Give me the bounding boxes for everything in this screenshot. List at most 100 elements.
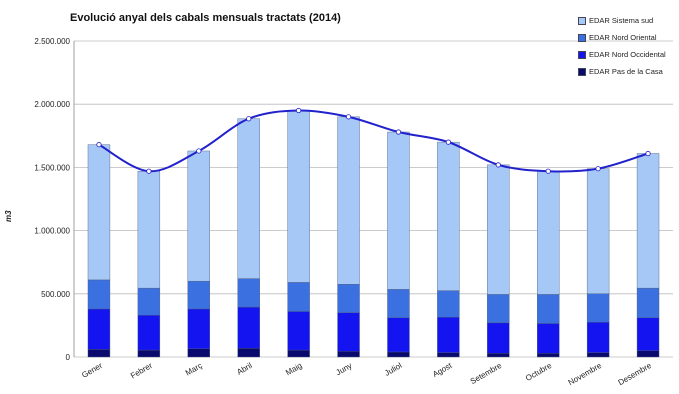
legend-item-sistema-sud: EDAR Sistema sud (578, 12, 666, 29)
total-point (645, 150, 651, 157)
bar-segment (387, 351, 410, 358)
legend-item-nord-oriental: EDAR Nord Oriental (578, 29, 666, 46)
bar-segment (537, 323, 560, 354)
bar-segment (437, 316, 460, 353)
legend-label-nord-occidental: EDAR Nord Occidental (589, 50, 666, 59)
x-tick-label: Desembre (617, 361, 654, 388)
legend-item-nord-occidental: EDAR Nord Occidental (578, 46, 666, 63)
bar-segment (337, 116, 360, 285)
bar-segment (636, 317, 660, 351)
bar-segment (337, 312, 360, 352)
bar-segment (187, 280, 210, 310)
bar-segment (187, 308, 210, 349)
bar-segment (287, 311, 310, 351)
total-point (395, 129, 402, 135)
bar-segment (137, 170, 161, 289)
x-tick-label: Novembre (567, 361, 604, 388)
bar-segment (87, 279, 111, 310)
x-tick-label: Abril (235, 361, 254, 377)
bar-segment (387, 289, 410, 319)
bar-segment (437, 352, 460, 358)
total-point (445, 139, 451, 145)
bar-segment (537, 170, 560, 295)
bar-segment (137, 315, 161, 351)
bars-group (87, 110, 660, 358)
total-line (98, 109, 649, 173)
legend-label-pas-de-la-casa: EDAR Pas de la Casa (589, 67, 663, 76)
bar-segment (586, 352, 610, 358)
y-tick-labels: 0 500.000 1.000.000 1.500.000 2.000.000 2.500… (34, 37, 70, 362)
bar-segment (537, 353, 560, 358)
bar-segment (586, 293, 610, 323)
bar-segment (487, 353, 510, 358)
y-tick-label: 500.000 (41, 290, 70, 299)
total-point (146, 168, 152, 174)
bar-segment (636, 350, 660, 358)
bar-segment (87, 308, 111, 350)
bar-segment (187, 348, 210, 358)
x-tick-labels: Gener Febrer Març Abril Maig Juny Juliol Agost S… (80, 361, 653, 388)
bar-segment (487, 294, 510, 324)
bar-segment (87, 349, 111, 358)
total-point (595, 166, 601, 172)
bar-segment (437, 290, 460, 318)
bar-segment (586, 322, 610, 353)
bar-segment (337, 351, 360, 358)
x-tick-label: Octubre (524, 361, 554, 383)
y-tick-label: 2.500.000 (34, 37, 70, 46)
bar-segment (187, 150, 210, 282)
bar-segment (586, 168, 610, 295)
total-point (495, 162, 501, 168)
bar-segment (537, 294, 560, 324)
bar-segment (287, 110, 310, 283)
bar-segment (437, 141, 460, 291)
x-tick-label: Juny (334, 361, 353, 377)
total-point (196, 148, 202, 154)
x-tick-label: Gener (80, 361, 104, 380)
legend-label-nord-oriental: EDAR Nord Oriental (589, 33, 657, 42)
bar-segment (137, 287, 161, 316)
legend-swatch-nord-oriental (578, 33, 586, 42)
bar-segment (487, 164, 510, 295)
y-tick-label: 1.500.000 (34, 163, 70, 172)
total-line-group (96, 107, 651, 174)
x-tick-label: Febrer (129, 361, 154, 381)
grid-lines (73, 40, 673, 358)
y-axis-label: m3 (4, 210, 13, 222)
total-point (96, 142, 102, 148)
y-tick-label: 1.000.000 (34, 227, 70, 236)
bar-segment (337, 284, 360, 313)
bar-segment (237, 306, 260, 349)
total-point (246, 116, 252, 122)
x-tick-label: Setembre (469, 361, 504, 386)
legend-item-pas-de-la-casa: EDAR Pas de la Casa (578, 63, 666, 80)
total-point (296, 107, 302, 114)
y-tick-label: 0 (66, 353, 71, 362)
bar-segment (636, 287, 660, 319)
bar-segment (137, 349, 161, 358)
legend-swatch-pas-de-la-casa (578, 67, 586, 76)
bar-segment (237, 118, 260, 279)
bar-segment (237, 347, 260, 358)
bar-segment (636, 153, 660, 289)
chart-title: Evolució anyal dels cabals mensuals trac… (70, 12, 341, 24)
legend-swatch-sistema-sud (578, 16, 586, 25)
x-tick-label: Maig (284, 361, 304, 377)
y-tick-label: 2.000.000 (34, 100, 70, 109)
legend-label-sistema-sud: EDAR Sistema sud (589, 16, 654, 25)
bar-segment (387, 131, 410, 290)
bar-segment (487, 322, 510, 354)
total-point (345, 114, 352, 120)
bar-segment (87, 144, 111, 281)
x-tick-label: Març (184, 361, 204, 378)
total-point (545, 168, 551, 174)
bar-segment (387, 317, 410, 353)
legend-swatch-nord-occidental (578, 50, 586, 59)
x-tick-label: Agost (431, 361, 454, 379)
bar-segment (237, 278, 260, 308)
legend: EDAR Sistema sud EDAR Nord Oriental EDAR… (578, 12, 666, 80)
x-tick-label: Juliol (383, 361, 403, 378)
bar-segment (287, 349, 310, 358)
bar-segment (287, 282, 310, 312)
